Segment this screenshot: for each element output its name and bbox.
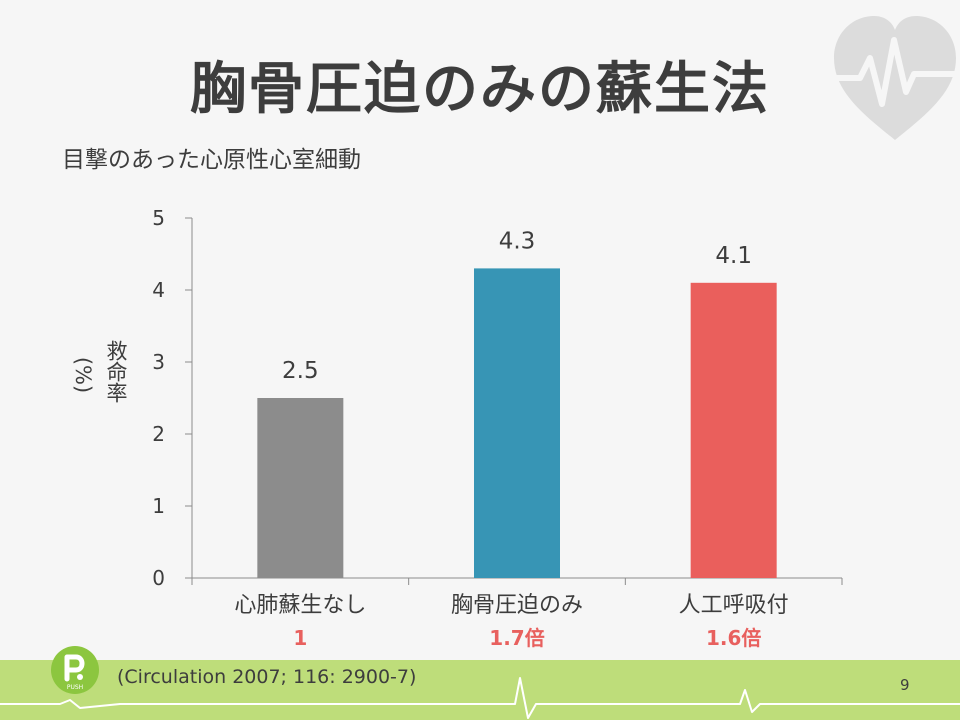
category-label: 人工呼吸付 [679,593,789,618]
bar-value-label: 4.3 [499,228,536,254]
y-tick-label: 3 [152,350,165,374]
chart-labels: 2.5 心肺蘇生なし 1 4.3 胸骨圧迫のみ 1.7倍 4.1 人工呼吸付 1.6倍 [234,228,788,650]
y-axis-title: 救命率 (%) [71,340,128,403]
y-tick-label: 2 [152,422,165,446]
bar-chart: 救命率 (%) 0 1 2 3 4 5 2.5 心肺蘇生なし 1 4.3 胸骨圧迫のみ 1.7倍 4.… [71,206,843,650]
category-label: 心肺蘇生なし [234,593,366,618]
bar-value-label: 4.1 [715,243,752,269]
push-logo: PUSH [51,646,99,694]
bar [474,268,560,578]
footer-band [0,660,960,720]
heart-icon [834,16,958,140]
y-tick-label: 5 [152,206,165,230]
y-tick-label: 0 [152,566,165,590]
y-tick-label: 1 [152,494,165,518]
y-axis-unit: (%) [71,357,95,393]
page-number: 9 [900,676,910,694]
citation: (Circulation 2007; 116: 2900-7) [117,666,417,688]
bar [690,282,777,578]
chart-bars [257,268,777,578]
logo-text: PUSH [67,684,83,691]
bar [257,398,344,578]
ratio-label: 1.6倍 [706,626,761,650]
chart-ticks: 0 1 2 3 4 5 [152,206,843,590]
bar-value-label: 2.5 [282,358,319,384]
ratio-label: 1.7倍 [489,626,544,650]
category-label: 胸骨圧迫のみ [451,593,583,618]
ratio-label: 1 [293,626,307,650]
slide-subtitle: 目撃のあった心原性心室細動 [62,147,361,173]
y-tick-label: 4 [152,278,165,302]
y-axis-label: 救命率 [104,340,128,403]
slide-title: 胸骨圧迫のみの蘇生法 [190,57,770,122]
